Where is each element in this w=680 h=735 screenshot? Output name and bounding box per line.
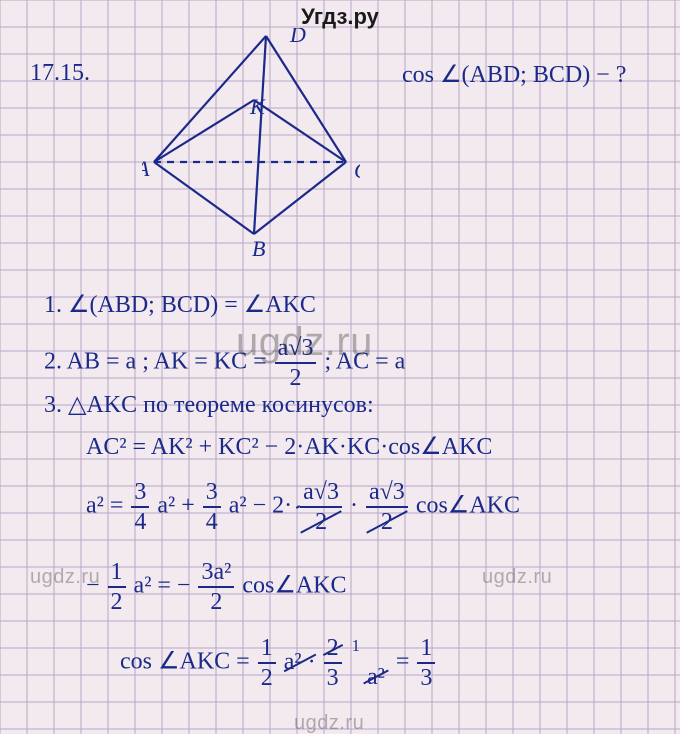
watermark-right: ugdz.ru [482,566,552,589]
eq-1: AC² = AK² + KC² − 2·AK·KC·cos∠AKC [86,432,492,461]
question-text: cos ∠(ABD; BCD) − ? [402,60,626,89]
eq-2: a² = 34 a² + 34 a² − 2· a√32 · a√32 cos∠… [86,480,520,534]
svg-text:K: K [249,94,266,119]
tetrahedron-diagram: D K A C B [142,28,360,274]
struck-a2: a² · [284,649,316,675]
svg-text:D: D [289,28,306,47]
problem-number: 17.15. [30,60,90,87]
watermark-bottom: ugdz.ru [294,712,364,735]
step-3: 3. △AKC по теореме косинусов: [44,390,374,419]
svg-text:B: B [252,236,265,261]
watermark-left: ugdz.ru [30,566,100,589]
eq-3: − 12 a² = − 3a²2 cos∠AKC [86,560,347,614]
step-1: 1. ∠(ABD; BCD) = ∠AKC [44,290,316,319]
step-2-prefix: 2. AB = a ; AK = KC = [44,349,267,375]
eq-4: cos ∠AKC = 12 a² · 23 1 a² = 13 [120,636,437,690]
svg-text:C: C [354,158,360,183]
watermark-center: ugdz.ru [236,320,373,365]
solution-content: D K A C B 17.15. cos ∠(ABD; BCD) − ? 1. ∠(AB… [0,0,680,734]
svg-text:A: A [142,156,150,181]
